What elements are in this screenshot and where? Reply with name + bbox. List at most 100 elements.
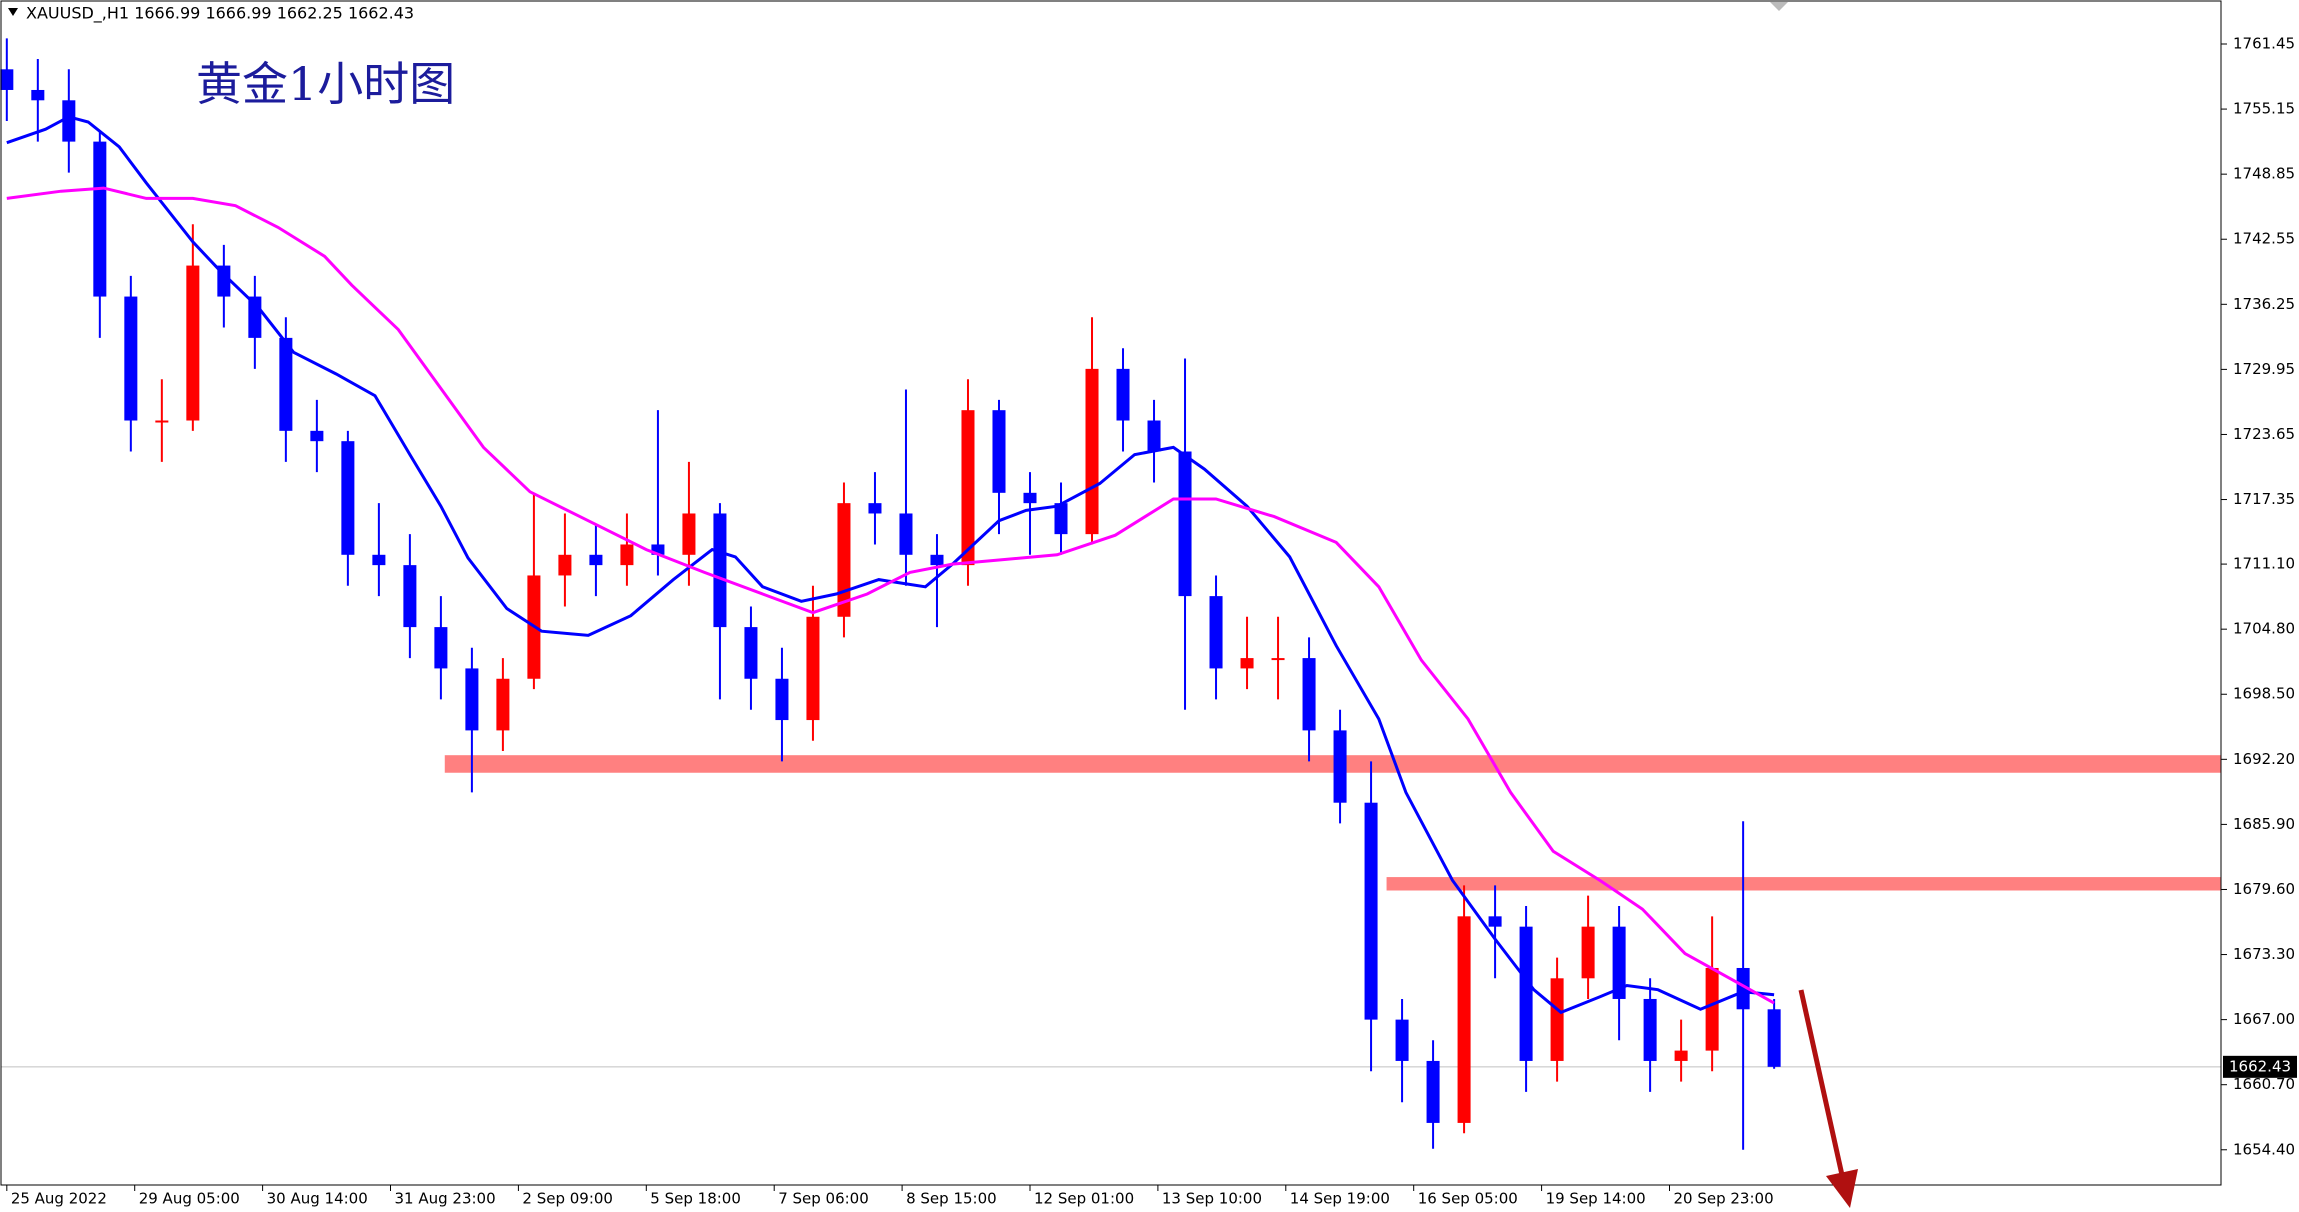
candle (1395, 998, 1409, 1103)
candle-body (1705, 967, 1719, 1051)
x-tick-label: 8 Sep 15:00 (906, 1190, 997, 1208)
candle-body (713, 513, 727, 628)
candle (1612, 906, 1626, 1041)
candle (837, 482, 851, 638)
candle (372, 503, 386, 597)
candle (1426, 1040, 1440, 1149)
y-tick-label: 1729.95 (2233, 360, 2295, 378)
candle (1333, 709, 1347, 824)
candle (930, 534, 944, 628)
candle-body (992, 410, 1006, 493)
candle-body (1488, 916, 1502, 927)
candle (465, 647, 479, 793)
candle (310, 399, 324, 473)
candle (1271, 616, 1285, 700)
y-tick-label: 1723.65 (2233, 425, 2295, 443)
candle (868, 472, 882, 545)
x-tick-label: 30 Aug 14:00 (267, 1190, 368, 1208)
x-tick-label: 2 Sep 09:00 (522, 1190, 613, 1208)
candle (899, 389, 913, 586)
moving-average (6, 115, 1775, 1015)
candle-body (1209, 596, 1223, 669)
candle (1240, 616, 1254, 690)
candle-body (1550, 978, 1564, 1061)
candle-body (806, 616, 820, 721)
x-tick-label: 16 Sep 05:00 (1418, 1190, 1518, 1208)
y-tick-label: 1755.15 (2233, 100, 2295, 118)
candle-body (310, 430, 324, 442)
candle-body (93, 141, 107, 297)
candle-body (930, 554, 944, 566)
y-tick-label: 1667.00 (2233, 1010, 2295, 1028)
y-tick-label: 1711.10 (2233, 555, 2295, 573)
y-tick-label: 1692.20 (2233, 750, 2295, 768)
resistance-zone (1386, 877, 2221, 891)
candle-body (124, 296, 138, 421)
chart-title: 黄金1小时图 (196, 57, 455, 111)
y-tick-label: 1660.70 (2233, 1075, 2295, 1093)
candle (186, 224, 200, 431)
x-tick-label: 7 Sep 06:00 (778, 1190, 869, 1208)
candle (155, 379, 169, 462)
candle-body (1085, 368, 1099, 535)
moving-average (6, 186, 1775, 1005)
candle (1705, 916, 1719, 1072)
candle-body (1426, 1060, 1440, 1123)
candle (558, 513, 572, 607)
candle-body (1302, 658, 1316, 731)
candle (93, 131, 107, 338)
candle (496, 658, 510, 752)
candle (1302, 637, 1316, 762)
x-tick-label: 12 Sep 01:00 (1034, 1190, 1134, 1208)
candle-body (403, 565, 417, 628)
candle-body (1581, 926, 1595, 979)
candle-body (465, 668, 479, 731)
candle-body (682, 513, 696, 555)
candle-body (1767, 1009, 1781, 1067)
y-tick-label: 1748.85 (2233, 165, 2295, 183)
menu-icon[interactable] (8, 8, 18, 16)
candle (992, 399, 1006, 535)
candle (62, 69, 76, 173)
candle-body (1116, 368, 1130, 421)
candle (1209, 575, 1223, 700)
candle-body (0, 69, 14, 90)
symbol-header: XAUUSD_,H1 1666.99 1666.99 1662.25 1662.… (26, 4, 414, 24)
y-tick-label: 1673.30 (2233, 945, 2295, 963)
candle-body (372, 554, 386, 566)
y-tick-label: 1685.90 (2233, 815, 2295, 833)
x-tick-label: 13 Sep 10:00 (1162, 1190, 1262, 1208)
candle-body (1054, 503, 1068, 535)
x-tick-label: 31 Aug 23:00 (395, 1190, 496, 1208)
candle-body (496, 678, 510, 731)
candle-body (1147, 420, 1161, 452)
x-tick-label: 29 Aug 05:00 (139, 1190, 240, 1208)
arrow-shaft (1798, 989, 1845, 1176)
y-tick-label: 1704.80 (2233, 620, 2295, 638)
candle-body (1333, 730, 1347, 803)
candle (31, 58, 45, 142)
candle-body (341, 441, 355, 555)
y-tick-label: 1717.35 (2233, 490, 2295, 508)
y-tick-label: 1698.50 (2233, 685, 2295, 703)
candle-body (744, 627, 758, 679)
last-price-box (2223, 1055, 2297, 1078)
x-tick-label: 19 Sep 14:00 (1546, 1190, 1646, 1208)
candle-body (589, 554, 603, 566)
candle (1550, 957, 1564, 1082)
candle-body (899, 513, 913, 555)
x-tick-label: 5 Sep 18:00 (650, 1190, 741, 1208)
candle (1116, 348, 1130, 452)
candle-body (62, 100, 76, 142)
candle-body (651, 544, 665, 555)
candle-body (620, 544, 634, 566)
candle-body (558, 554, 572, 576)
x-tick-label: 14 Sep 19:00 (1290, 1190, 1390, 1208)
candle (1488, 885, 1502, 979)
plot-frame (0, 0, 2222, 1186)
candle-body (961, 410, 975, 566)
resistance-zone (444, 755, 2221, 773)
candle (1178, 358, 1192, 710)
candle (1457, 885, 1471, 1134)
